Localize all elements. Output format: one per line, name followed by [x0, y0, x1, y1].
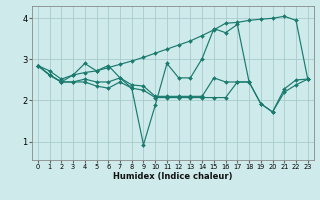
X-axis label: Humidex (Indice chaleur): Humidex (Indice chaleur): [113, 172, 233, 181]
